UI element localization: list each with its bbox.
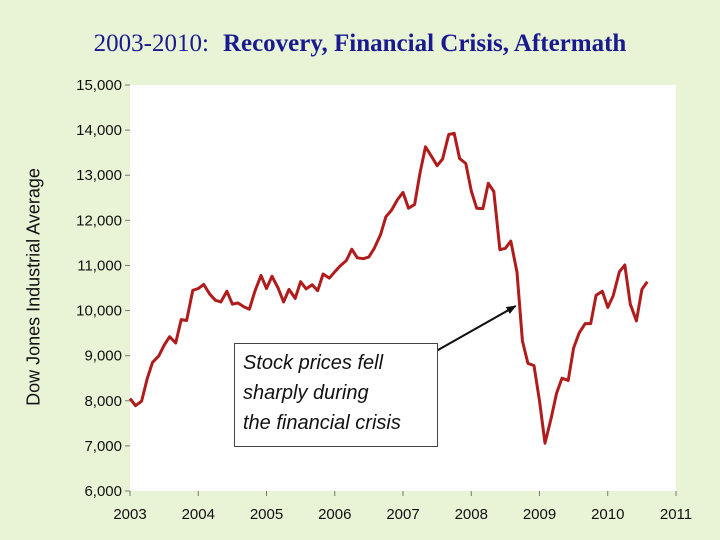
x-tick-label: 2008 bbox=[455, 506, 488, 523]
x-tick-label: 2004 bbox=[182, 506, 215, 523]
x-tick-label: 2009 bbox=[523, 506, 556, 523]
x-tick-label: 2005 bbox=[250, 506, 283, 523]
x-tick-label: 2007 bbox=[386, 506, 419, 523]
annotation-line-1: Stock prices fell bbox=[243, 352, 384, 374]
dow-jones-series-line bbox=[128, 131, 649, 445]
y-tick-label: 7,000 bbox=[84, 438, 122, 455]
annotation-line-3: the financial crisis bbox=[243, 412, 401, 434]
chart-title-main: Recovery, Financial Crisis, Aftermath bbox=[222, 30, 627, 57]
y-tick-label: 8,000 bbox=[84, 393, 122, 410]
chart-title-years: 2003-2010: bbox=[93, 30, 209, 57]
annotation-line-2: sharply during bbox=[243, 382, 369, 404]
y-tick-label: 11,000 bbox=[77, 257, 122, 274]
annotation-callout: Stock prices fell sharply during the fin… bbox=[234, 343, 438, 447]
x-tick-label: 2006 bbox=[318, 506, 351, 523]
y-tick-label: 14,000 bbox=[76, 122, 122, 139]
chart-title: 2003-2010: Recovery, Financial Crisis, Af… bbox=[0, 30, 720, 58]
x-tick-label: 2010 bbox=[591, 506, 624, 523]
x-tick-label: 2003 bbox=[113, 506, 146, 523]
x-tick-label: 2011 bbox=[660, 506, 692, 523]
y-tick-label: 10,000 bbox=[76, 303, 122, 320]
y-tick-label: 12,000 bbox=[76, 212, 122, 229]
y-tick-label: 9,000 bbox=[84, 348, 122, 365]
y-tick-label: 13,000 bbox=[76, 167, 122, 184]
y-tick-label: 6,000 bbox=[84, 483, 122, 500]
y-tick-label: 15,000 bbox=[76, 77, 122, 94]
